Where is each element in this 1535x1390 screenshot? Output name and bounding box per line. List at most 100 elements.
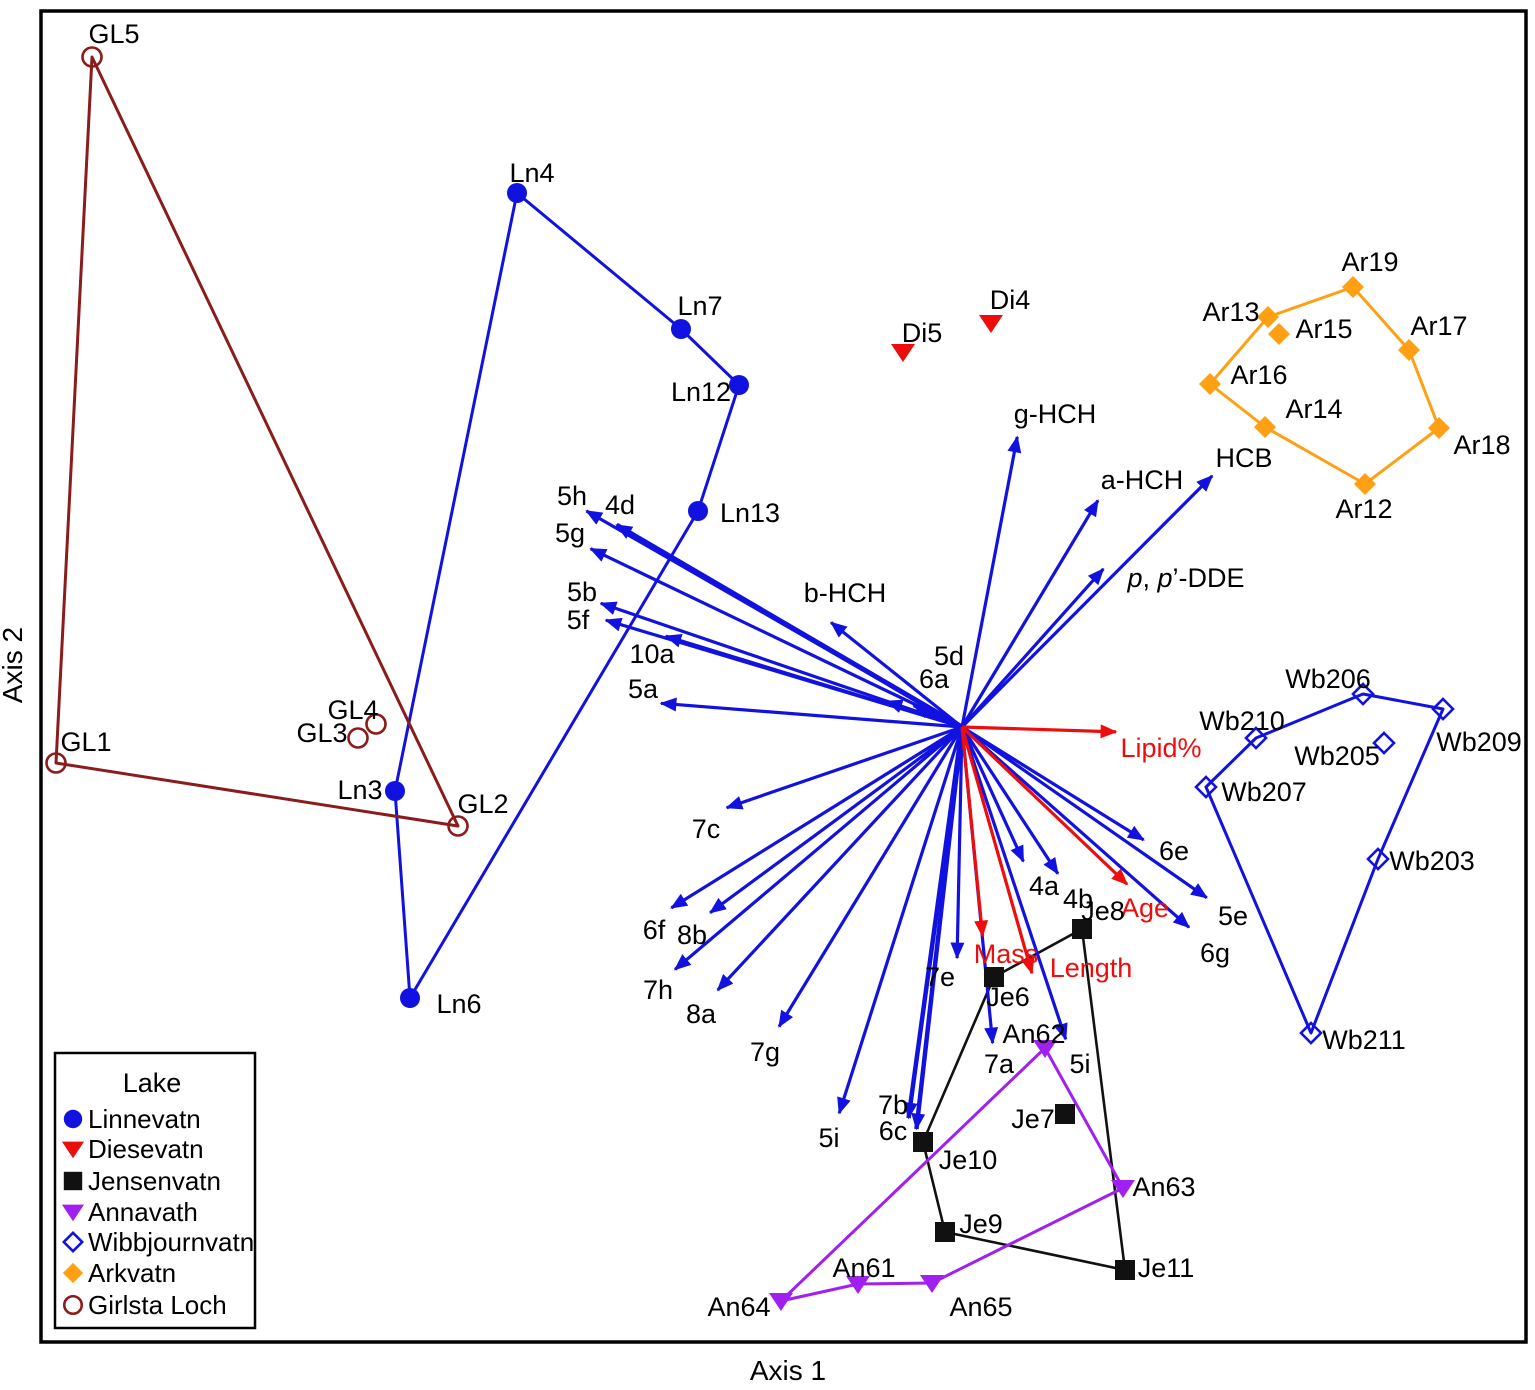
arrow-label: 7h (643, 975, 673, 1005)
point-label-Je6: Je6 (986, 982, 1030, 1012)
point-Je8 (1072, 919, 1092, 939)
arrow-8a: 8a (686, 725, 964, 1029)
point-Ar16 (1199, 373, 1221, 395)
hull-path (921, 927, 1127, 1272)
point-Di4 (979, 315, 1003, 333)
arrow-shaft (960, 726, 1060, 875)
point-label-Wb205: Wb205 (1294, 741, 1380, 771)
arrow-5i: 5i (818, 726, 964, 1153)
arrow-shaft (830, 621, 963, 729)
legend-label: Wibbjournvatn (88, 1227, 254, 1257)
plot-frame (39, 9, 1528, 1344)
point-label-Je7: Je7 (1011, 1104, 1055, 1134)
point-label-GL4: GL4 (327, 695, 378, 725)
point-Ar13 (1257, 306, 1279, 328)
point-label-Wb207: Wb207 (1221, 777, 1307, 807)
point-GL2 (447, 815, 469, 837)
arrow-ahch: a-HCH (960, 465, 1184, 728)
point-label-Wb209: Wb209 (1436, 727, 1522, 757)
series-linnevatn: Ln4 Ln7 Ln12 Ln13 Ln3 Ln6 (337, 158, 780, 1019)
arrow-shaft (673, 725, 964, 971)
point-Je11 (1115, 1260, 1135, 1280)
point-An63 (1111, 1180, 1135, 1198)
arrow-label: Length (1050, 953, 1133, 983)
arrow-5i: 5i (960, 726, 1091, 1079)
arrow-label: 4b (1063, 884, 1093, 914)
legend-item-linnevatn: Linnevatn (63, 1104, 201, 1134)
series-jensenvatn: Je8 Je6 Je7 Je10 Je9 Je11 (913, 896, 1194, 1283)
arrow-shaft (716, 725, 964, 992)
point-GL5 (81, 46, 103, 68)
legend-item-arkvatn: Arkvatn (62, 1258, 176, 1288)
point-label-Ln13: Ln13 (720, 498, 780, 528)
point-Wb209 (1431, 697, 1455, 721)
arrow-shaft (670, 725, 963, 910)
point-Je7 (1055, 1104, 1075, 1124)
point-Ar12 (1354, 473, 1376, 495)
point-label-Ln7: Ln7 (677, 291, 722, 321)
point-Wb207 (1194, 775, 1218, 799)
point-label-Di4: Di4 (990, 285, 1031, 315)
arrow-label: 7c (692, 814, 721, 844)
arrow-label: 5d (934, 641, 964, 671)
arrow-label: 6c (879, 1116, 908, 1146)
legend-item-jensenvatn: Jensenvatn (63, 1166, 221, 1196)
arrow-hcb: HCB (960, 443, 1273, 729)
arrow-shaft (961, 724, 1118, 739)
point-GL1 (45, 752, 67, 774)
y-axis-label: Axis 2 (0, 627, 28, 703)
arrow-shaft (659, 697, 963, 729)
point-label-Di5: Di5 (902, 318, 943, 348)
arrow-shaft (960, 725, 1191, 929)
arrow-7g: 7g (750, 726, 964, 1067)
arrow-6a: 6a (912, 664, 963, 729)
arrow-7h: 7h (643, 725, 964, 1005)
hull-girlsta-loch (54, 55, 460, 828)
arrow-shaft (777, 726, 964, 1028)
point-label-Ar18: Ar18 (1453, 430, 1510, 460)
point-label-Wb210: Wb210 (1199, 706, 1285, 736)
point-Ln13 (688, 501, 708, 521)
arrow-5e: 5e (961, 725, 1248, 931)
arrow-6g: 6g (960, 725, 1230, 968)
legend: Lake LinnevatnDiesevatnJensenvatnAnnavath… (53, 1051, 257, 1330)
legend-item-girlsta-loch: Girlsta Loch (62, 1290, 227, 1320)
point-label-Ar16: Ar16 (1230, 360, 1287, 390)
arrow-ppdde: p, p’-DDE (960, 563, 1245, 729)
point-label-Ar12: Ar12 (1335, 494, 1392, 524)
point-Wb205 (1372, 731, 1396, 755)
arrow-ghch: g-HCH (960, 399, 1097, 728)
arrow-label: 5i (818, 1123, 839, 1153)
legend-item-annavath: Annavath (61, 1197, 198, 1227)
arrow-6e: 6e (961, 725, 1189, 866)
arrow-label: b-HCH (804, 578, 887, 608)
hull-path (54, 55, 460, 828)
arrow-shaft (615, 522, 964, 730)
arrow-label: g-HCH (1014, 399, 1097, 429)
arrow-shaft (950, 726, 965, 960)
point-Ln7 (671, 319, 691, 339)
point-label-Je10: Je10 (939, 1145, 998, 1175)
point-Je10 (913, 1132, 933, 1152)
arrow-5a: 5a (628, 674, 963, 729)
point-An64 (769, 1293, 793, 1311)
arrow-label: 4d (605, 490, 635, 520)
point-label-Je8: Je8 (1081, 896, 1125, 926)
legend-symbol-diamond (62, 1262, 84, 1284)
arrow-label: 8a (686, 999, 717, 1029)
point-label-Ar14: Ar14 (1285, 394, 1342, 424)
arrow-shaft (961, 725, 1208, 900)
point-Di5 (891, 344, 915, 362)
legend-symbol-square (63, 1171, 83, 1191)
arrow-label: 5h (557, 481, 587, 511)
point-Wb203 (1366, 847, 1390, 871)
arrow-label: a-HCH (1101, 465, 1184, 495)
point-Je6 (984, 967, 1004, 987)
legend-label: Girlsta Loch (88, 1290, 227, 1320)
hull-path (1208, 285, 1441, 486)
point-label-An64: An64 (707, 1292, 770, 1322)
legend-title: Lake (123, 1068, 182, 1098)
arrow-label: 10a (629, 639, 675, 669)
